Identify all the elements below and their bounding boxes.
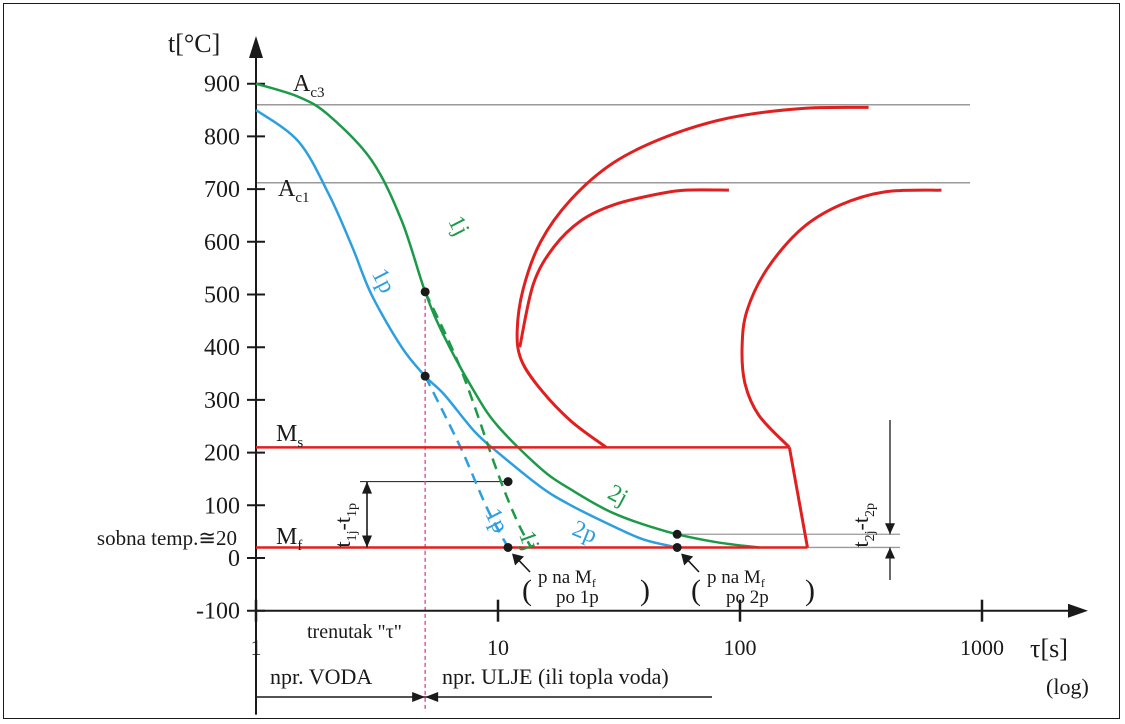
level-label-mf: Mf xyxy=(276,524,302,554)
note-paren-left: ( xyxy=(522,574,532,607)
diff2-arrow-head-top xyxy=(885,523,895,535)
oil-label: npr. ULJE (ili topla voda) xyxy=(442,664,669,689)
data-point xyxy=(503,542,513,552)
curve-label-2j: 2j xyxy=(603,480,632,512)
water-range-arrow xyxy=(412,692,426,702)
y-tick-label: 600 xyxy=(204,230,240,256)
note-paren-right: ) xyxy=(640,574,650,607)
x-tick-label: 1 xyxy=(251,635,262,660)
note-1-line-1: p na Mf xyxy=(538,567,596,590)
y-tick-label: 0 xyxy=(228,546,240,572)
x-tick-label: 10 xyxy=(487,635,509,660)
diff1-arrow-head-bottom xyxy=(362,535,372,548)
x-axis-label: τ[s] xyxy=(1030,634,1068,663)
diff1-arrow-head-top xyxy=(362,481,372,494)
note-pointer-head xyxy=(512,553,525,566)
curve-label-1p: 1p xyxy=(479,504,513,537)
diff2-arrow-head-bottom xyxy=(885,547,895,559)
y-tick-label: -100 xyxy=(196,599,240,625)
x-axis-arrowhead xyxy=(1068,603,1088,618)
data-point xyxy=(672,529,682,539)
note-2-line-1: p na Mf xyxy=(707,567,765,590)
room-temperature-label: sobna temp.≅20 xyxy=(97,526,237,550)
transformation-curve-end-drop xyxy=(787,447,809,548)
series-1j-dashed xyxy=(424,291,533,549)
y-tick-label: 500 xyxy=(204,283,240,309)
y-axis-arrowhead xyxy=(249,36,263,58)
water-label: npr. VODA xyxy=(270,664,372,689)
y-tick-label: 200 xyxy=(204,441,240,467)
note-1-line-2: po 1p xyxy=(556,587,599,608)
y-axis-label: t[°C] xyxy=(168,29,220,58)
data-point xyxy=(672,542,682,552)
data-point xyxy=(420,371,430,381)
moment-label: trenutak "τ" xyxy=(307,621,402,643)
transformation-curve-start xyxy=(515,105,869,449)
curve-label-2p: 2p xyxy=(569,516,601,549)
y-tick-label: 700 xyxy=(204,177,240,203)
x-axis-scale-note: (log) xyxy=(1046,674,1089,699)
ticks: -100 0 100 200 300 400 500 600 700 800 900 1 10 100 10… xyxy=(196,72,1004,660)
note-pointer xyxy=(517,558,531,573)
note-paren-left: ( xyxy=(691,574,701,607)
data-point xyxy=(420,287,430,297)
transformation-curve-start-branch xyxy=(518,188,729,348)
note-2-line-2: po 2p xyxy=(726,587,769,608)
transformation-curve-end xyxy=(740,188,942,449)
note-pointer-head xyxy=(681,553,694,566)
series-1p-solid xyxy=(255,109,678,549)
y-tick-label: 400 xyxy=(204,335,240,361)
note-pointer xyxy=(686,558,700,573)
x-tick-label: 100 xyxy=(724,635,757,660)
level-label-ms: Ms xyxy=(276,421,303,451)
data-point xyxy=(503,477,513,487)
oil-range-arrow xyxy=(425,692,439,702)
series-1p-dashed xyxy=(424,375,510,549)
level-label-ac1: Ac1 xyxy=(278,176,310,206)
curve-label-1j: 1j xyxy=(442,212,474,240)
diff-label-1: t1j-t1p xyxy=(330,503,360,547)
series-1j-solid xyxy=(255,82,760,549)
curve-label-1j: 1j xyxy=(513,527,544,553)
y-tick-label: 800 xyxy=(204,124,240,150)
chart-frame xyxy=(3,3,1120,719)
annotations: Ac3 Ac1 Ms Mf sobna temp.≅20 t1j-t1p t2j… xyxy=(97,71,878,689)
axes: t[°C] τ[s] (log) xyxy=(168,29,1089,714)
diff-label-2: t2j-t2p xyxy=(848,503,878,547)
y-tick-label: 300 xyxy=(204,388,240,414)
note-paren-right: ) xyxy=(805,574,815,607)
level-label-ac3: Ac3 xyxy=(293,71,325,101)
y-tick-label: 900 xyxy=(204,72,240,98)
y-tick-label: 100 xyxy=(204,493,240,519)
x-tick-label: 1000 xyxy=(960,635,1004,660)
